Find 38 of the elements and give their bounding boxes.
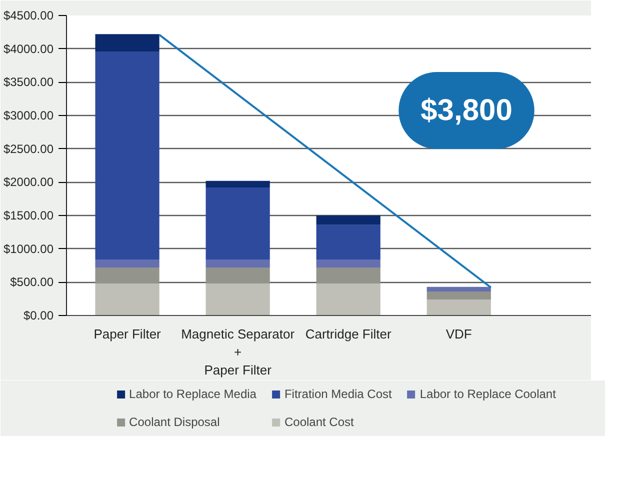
bar xyxy=(206,188,270,260)
bar xyxy=(95,284,160,316)
bar xyxy=(206,260,270,268)
bar xyxy=(316,216,380,225)
x-tick-label: Cartridge Filter xyxy=(305,326,392,342)
legend-label: Labor to Replace Media xyxy=(129,387,256,401)
y-tick-label: $3000.00 xyxy=(3,108,54,122)
bar xyxy=(95,268,160,284)
y-tick-label: $4000.00 xyxy=(3,42,54,56)
y-tick-label: $500.00 xyxy=(10,275,54,290)
legend-label: Fitration Media Cost xyxy=(284,387,392,401)
y-tick-label: $1500.00 xyxy=(3,208,54,222)
bar xyxy=(316,284,380,316)
bar xyxy=(316,224,380,260)
y-tick-label: $2500.00 xyxy=(3,142,54,156)
y-tick-label: $3500.00 xyxy=(3,75,54,90)
x-tick-label: Paper Filter xyxy=(94,326,162,342)
legend-label: Coolant Cost xyxy=(284,415,354,429)
bar xyxy=(206,180,270,188)
x-tick-label: Magnetic Separator + Paper Filter xyxy=(181,326,296,378)
y-tick-label: $4500.00 xyxy=(3,8,54,22)
legend-label: Labor to Replace Coolant xyxy=(420,387,556,401)
bar xyxy=(95,260,160,268)
legend-label: Coolant Disposal xyxy=(129,415,220,429)
x-tick-label: VDF xyxy=(446,326,472,342)
bar xyxy=(95,34,160,52)
annotation: $3,800 xyxy=(420,94,512,127)
bar xyxy=(206,268,270,284)
y-tick-label: $2000.00 xyxy=(3,175,54,190)
y-tick-label: $1000.00 xyxy=(3,242,54,256)
bar xyxy=(316,260,380,268)
bar xyxy=(206,284,270,316)
bar xyxy=(426,286,491,292)
bar xyxy=(95,52,160,260)
bar xyxy=(316,268,380,284)
bar xyxy=(426,300,491,316)
y-tick-label: $0.00 xyxy=(23,308,54,322)
bar xyxy=(426,292,491,300)
